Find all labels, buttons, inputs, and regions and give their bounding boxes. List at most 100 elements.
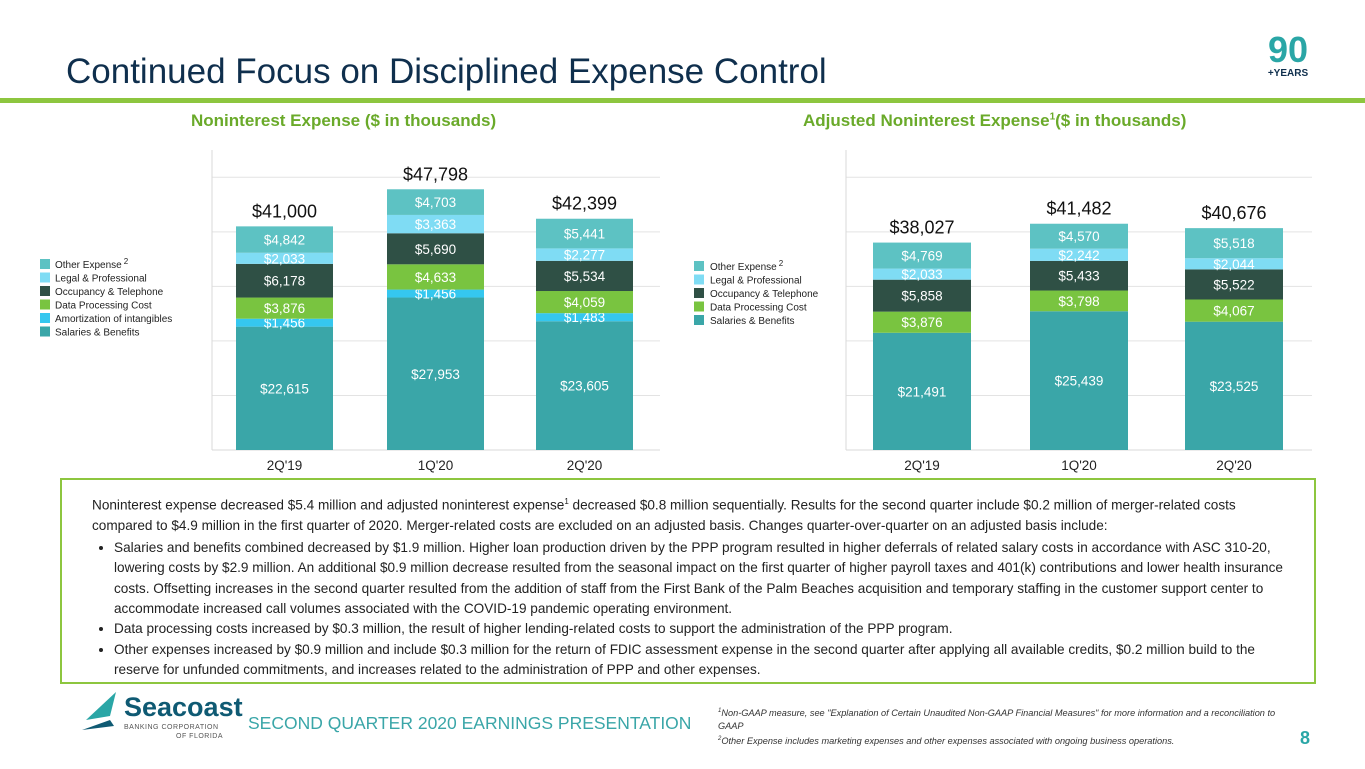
bar-salaries-benefits [387, 297, 484, 450]
legend-swatch-data-processing-cost [40, 299, 50, 310]
legend-swatch-salaries-benefits [694, 315, 704, 325]
bar-other-expense [873, 242, 971, 269]
footnote-1: 1Non-GAAP measure, see "Explanation of C… [718, 705, 1278, 733]
chart-title-adjusted-sup: 1 [1049, 111, 1056, 123]
bar-amortization-of-intangibles [236, 318, 333, 327]
callout-bullet: Other expenses increased by $0.9 million… [114, 640, 1292, 681]
data-label-other-expense: $4,570 [1058, 229, 1099, 244]
data-label-occupancy-telephone: $6,178 [264, 274, 305, 289]
bar-legal-professional [1185, 258, 1283, 270]
legend-swatch-legal-professional [40, 272, 50, 283]
chart-title-adjusted-suffix: ($ in thousands) [1055, 111, 1187, 130]
slide-title: Continued Focus on Disciplined Expense C… [66, 52, 827, 91]
data-label-other-expense: $4,769 [901, 249, 942, 264]
data-label-salaries-benefits: $23,605 [560, 379, 609, 394]
bar-salaries-benefits [873, 332, 971, 450]
bar-occupancy-telephone [1030, 260, 1128, 291]
data-label-amortization-of-intangibles: $1,456 [415, 287, 456, 302]
x-tick-label: 1Q'20 [418, 458, 454, 473]
legend-swatch-amortization-of-intangibles [40, 313, 50, 323]
charts-canvas: $22,615$1,456$3,876$6,178$2,033$4,842$41… [40, 150, 1312, 473]
data-label-amortization-of-intangibles: $1,483 [564, 310, 605, 325]
total-label: $42,399 [552, 194, 617, 214]
legend-label-legal-professional: Legal & Professional [710, 276, 802, 287]
bar-data-processing-cost [1185, 299, 1283, 322]
total-label: $40,676 [1201, 203, 1266, 223]
badge-text: +YEARS [1267, 68, 1309, 79]
legend-label-other-expense: Other Expense 2 [710, 259, 784, 273]
logo-subline-1: BANKING CORPORATION [124, 724, 219, 731]
legend-label-salaries-benefits: Salaries & Benefits [55, 328, 140, 339]
footnote-1-text: Non-GAAP measure, see "Explanation of Ce… [718, 708, 1276, 732]
legend-swatch-legal-professional [694, 274, 704, 285]
legend-swatch-occupancy-telephone [40, 286, 50, 296]
data-label-occupancy-telephone: $5,433 [1058, 269, 1099, 284]
bar-legal-professional [1030, 248, 1128, 261]
bar-legal-professional [873, 268, 971, 280]
total-label: $41,000 [252, 201, 317, 221]
data-label-other-expense: $4,842 [264, 233, 305, 248]
legend-label-occupancy-telephone: Occupancy & Telephone [55, 287, 164, 298]
x-tick-label: 2Q'19 [904, 458, 940, 473]
bar-data-processing-cost [1030, 290, 1128, 312]
data-label-salaries-benefits: $25,439 [1055, 374, 1104, 389]
bar-legal-professional [536, 248, 633, 261]
data-label-legal-professional: $2,033 [901, 267, 942, 282]
data-label-other-expense: $4,703 [415, 195, 456, 210]
legend-label-occupancy-telephone: Occupancy & Telephone [710, 289, 819, 300]
bar-salaries-benefits [1185, 321, 1283, 450]
data-label-legal-professional: $3,363 [415, 217, 456, 232]
bar-occupancy-telephone [873, 279, 971, 312]
summary-callout: Noninterest expense decreased $5.4 milli… [60, 478, 1316, 684]
seacoast-logo: Seacoast BANKING CORPORATION OF FLORIDA [80, 690, 243, 750]
logo-wordmark: Seacoast [124, 692, 243, 722]
data-label-salaries-benefits: $23,525 [1210, 379, 1259, 394]
bar-occupancy-telephone [536, 260, 633, 292]
data-label-other-expense: $5,441 [564, 227, 605, 242]
footnote-2: 2Other Expense includes marketing expens… [718, 733, 1278, 748]
sail-icon [82, 692, 116, 730]
data-label-legal-professional: $2,044 [1213, 257, 1255, 272]
bar-other-expense [1030, 223, 1128, 249]
data-label-occupancy-telephone: $5,534 [564, 269, 606, 284]
bar-data-processing-cost [536, 291, 633, 314]
footer-label: SECOND QUARTER 2020 EARNINGS PRESENTATIO… [248, 713, 692, 733]
callout-intro-sup: 1 [564, 497, 569, 506]
total-label: $38,027 [889, 218, 954, 238]
legend-swatch-salaries-benefits [40, 326, 50, 337]
x-tick-label: 1Q'20 [1061, 458, 1097, 473]
data-label-salaries-benefits: $22,615 [260, 381, 309, 396]
data-label-salaries-benefits: $27,953 [411, 367, 460, 382]
bar-data-processing-cost [873, 311, 971, 333]
logo-subline-2: OF FLORIDA [176, 733, 224, 740]
callout-bullet: Salaries and benefits combined decreased… [114, 538, 1292, 619]
legend-label-data-processing-cost: Data Processing Cost [710, 303, 807, 314]
bar-data-processing-cost [387, 264, 484, 290]
total-label: $47,798 [403, 164, 468, 184]
callout-bullet: Data processing costs increased by $0.3 … [114, 619, 1292, 639]
data-label-salaries-benefits: $21,491 [898, 384, 947, 399]
data-label-data-processing-cost: $4,059 [564, 295, 605, 310]
callout-bullets: Salaries and benefits combined decreased… [92, 538, 1292, 680]
title-divider [0, 98, 1365, 103]
legend-swatch-other-expense [694, 261, 704, 271]
badge-number: 90 [1267, 29, 1309, 70]
total-label: $41,482 [1046, 199, 1111, 219]
bar-legal-professional [387, 214, 484, 234]
legend-label-legal-professional: Legal & Professional [55, 274, 147, 285]
bar-salaries-benefits [536, 321, 633, 450]
bar-salaries-benefits [236, 326, 333, 450]
bar-occupancy-telephone [387, 233, 484, 265]
callout-intro: Noninterest expense decreased $5.4 milli… [92, 492, 1292, 536]
data-label-legal-professional: $2,277 [564, 248, 605, 263]
bar-amortization-of-intangibles [387, 289, 484, 298]
footnote-2-sup: 2 [718, 736, 722, 743]
legend-label-other-expense: Other Expense 2 [55, 257, 129, 271]
legend-label-amortization-of-intangibles: Amortization of intangibles [55, 314, 172, 325]
data-label-occupancy-telephone: $5,690 [415, 242, 456, 257]
data-label-occupancy-telephone: $5,522 [1213, 277, 1254, 292]
chart-title-noninterest: Noninterest Expense ($ in thousands) [191, 111, 497, 130]
data-label-other-expense: $5,518 [1213, 236, 1254, 251]
chart-title-adjusted: Adjusted Noninterest Expense1($ in thous… [803, 111, 1186, 131]
bar-legal-professional [236, 252, 333, 264]
